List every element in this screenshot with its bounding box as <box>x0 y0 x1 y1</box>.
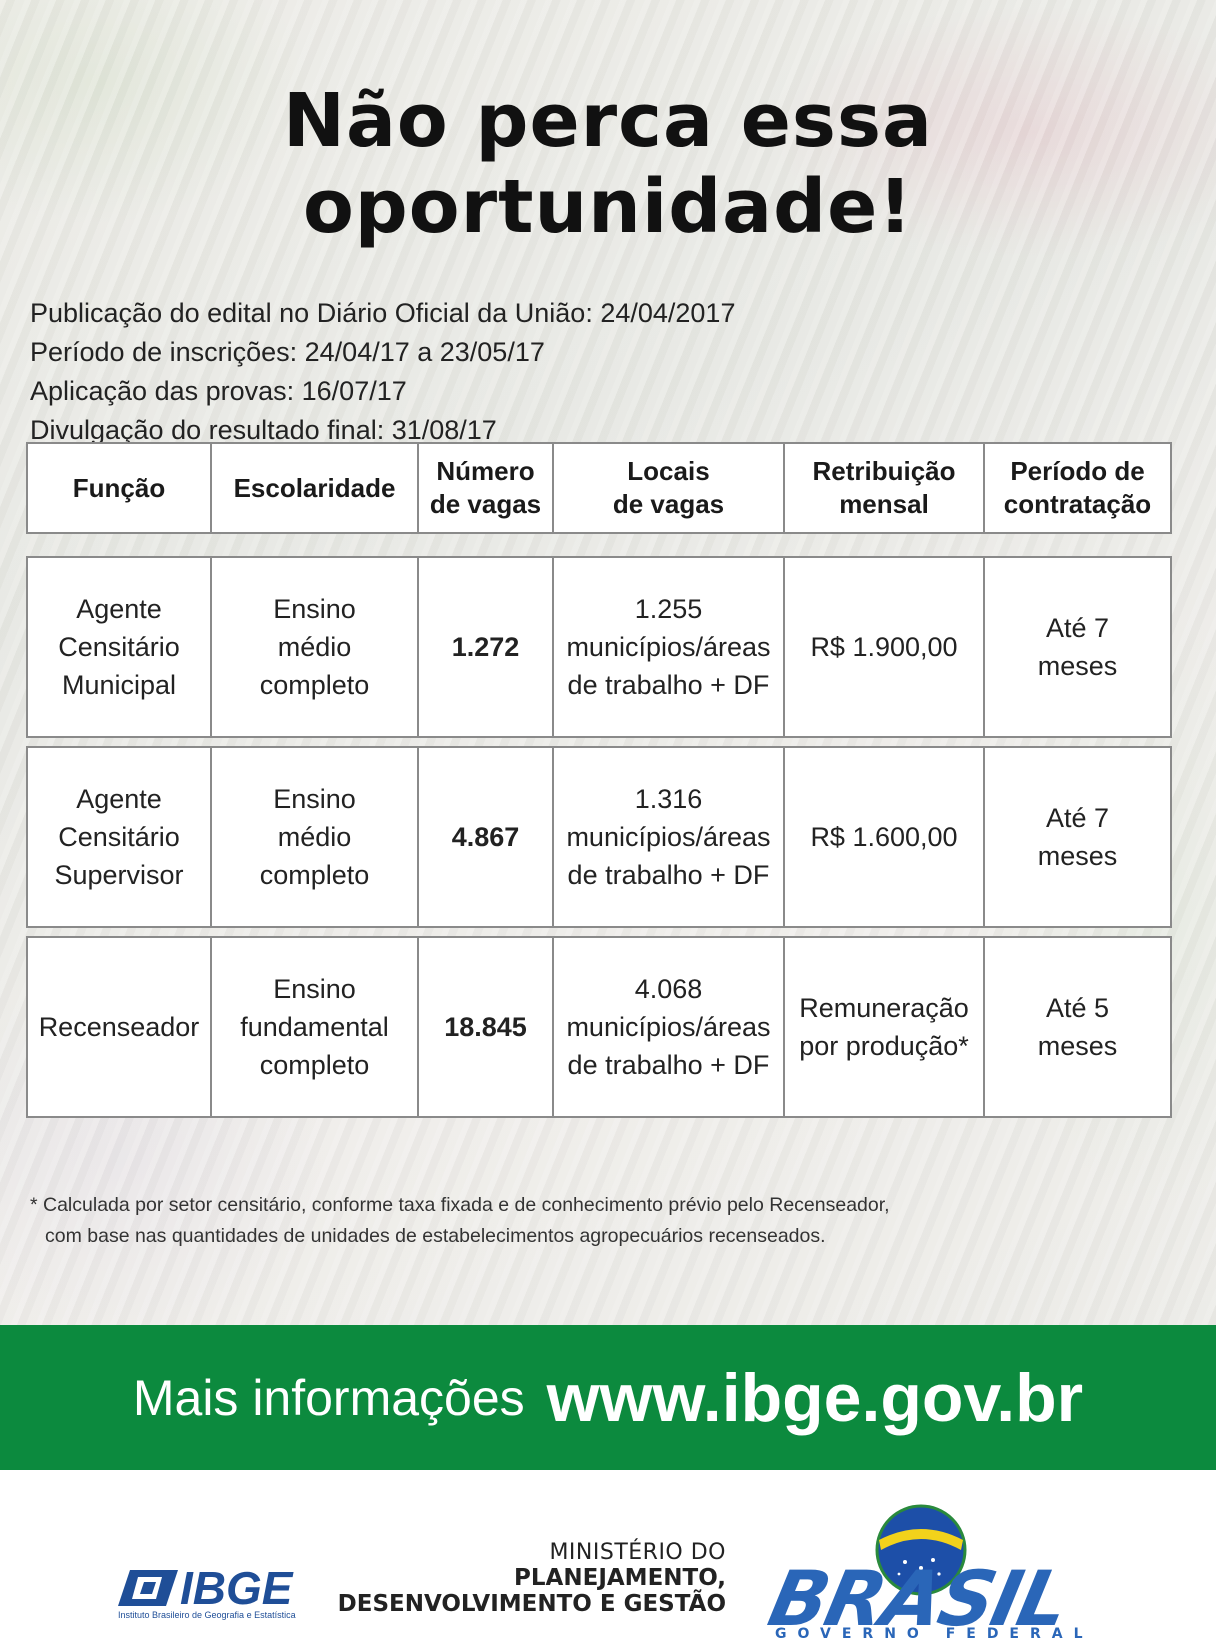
governo-federal-label: GOVERNO FEDERAL <box>775 1626 1094 1642</box>
cell-retribuicao: Remuneração por produção* <box>785 938 985 1116</box>
cell-escolaridade: Ensino médio completo <box>212 748 419 926</box>
footnote-line: com base nas quantidades de unidades de … <box>45 1225 826 1247</box>
brasil-globe-icon <box>875 1504 967 1596</box>
header-funcao: Função <box>28 444 212 532</box>
header-periodo: Período de contratação <box>1003 456 1152 519</box>
brasil-governo-logo: BRASIL GOVERNO FEDERAL <box>762 1504 1085 1644</box>
ministerio-line: MINISTÉRIO DO <box>549 1540 726 1565</box>
info-line-inscricoes: Período de inscrições: 24/04/17 a 23/05/… <box>30 337 545 367</box>
cell-escolaridade: Ensino médio completo <box>212 558 419 736</box>
logo-footer: IBGE Instituto Brasileiro de Geografia e… <box>0 1470 1216 1652</box>
cell-periodo: Até 5 meses <box>1037 993 1118 1061</box>
table-row: Recenseador Ensino fundamental completo 18… <box>26 936 1172 1118</box>
cell-retribuicao: R$ 1.900,00 <box>785 558 985 736</box>
schedule-info: Publicação do edital no Diário Oficial d… <box>30 294 1130 450</box>
cell-vagas: 1.272 <box>419 558 554 736</box>
banner-url-link[interactable]: www.ibge.gov.br <box>546 1359 1084 1436</box>
cell-funcao: Agente Censitário Municipal <box>28 558 212 736</box>
cell-locais: 1.255 municípios/áreas de trabalho + DF <box>554 558 785 736</box>
footnote: * Calculada por setor censitário, confor… <box>30 1190 1180 1252</box>
table-row: Agente Censitário Municipal Ensino médio com… <box>26 556 1172 738</box>
info-line-resultado: Divulgação do resultado final: 31/08/17 <box>30 415 497 445</box>
cell-retribuicao: R$ 1.600,00 <box>785 748 985 926</box>
ibge-subtitle: Instituto Brasileiro de Geografia e Esta… <box>118 1610 296 1620</box>
ibge-logo: IBGE Instituto Brasileiro de Geografia e… <box>118 1562 296 1620</box>
ibge-mark-icon <box>118 1570 178 1606</box>
banner-label: Mais informações <box>132 1369 525 1426</box>
headline: Não perca essa oportunidade! <box>283 78 933 250</box>
cell-funcao: Recenseador <box>28 938 212 1116</box>
table-header: Função Escolaridade Número de vagas Locai… <box>26 442 1172 534</box>
header-retribuicao: Retribuição mensal <box>785 444 985 532</box>
ministerio-line: DESENVOLVIMENTO E GESTÃO <box>337 1591 726 1617</box>
footnote-line: * Calculada por setor censitário, confor… <box>30 1194 890 1216</box>
ibge-wordmark: IBGE <box>180 1562 293 1614</box>
ministerio-logo: MINISTÉRIO DO PLANEJAMENTO, DESENVOLVIME… <box>338 1540 726 1617</box>
info-line-provas: Aplicação das provas: 16/07/17 <box>30 376 407 406</box>
header-escolaridade: Escolaridade <box>212 444 419 532</box>
cell-periodo: Até 7 meses <box>1037 803 1118 871</box>
cell-locais: 4.068 municípios/áreas de trabalho + DF <box>554 938 785 1116</box>
ministerio-line: PLANEJAMENTO, <box>514 1565 726 1591</box>
cell-locais: 1.316 municípios/áreas de trabalho + DF <box>554 748 785 926</box>
cell-periodo: Até 7 meses <box>1037 613 1118 681</box>
table-row: Agente Censitário Supervisor Ensino médio co… <box>26 746 1172 928</box>
info-banner: Mais informações www.ibge.gov.br <box>0 1325 1216 1470</box>
header-locais-vagas: Locais de vagas <box>554 444 785 532</box>
cell-escolaridade: Ensino fundamental completo <box>212 938 419 1116</box>
cell-vagas: 4.867 <box>419 748 554 926</box>
header-numero-vagas: Número de vagas <box>419 444 554 532</box>
info-line-edital: Publicação do edital no Diário Oficial d… <box>30 298 736 328</box>
cell-funcao: Agente Censitário Supervisor <box>28 748 212 926</box>
cell-vagas: 18.845 <box>419 938 554 1116</box>
